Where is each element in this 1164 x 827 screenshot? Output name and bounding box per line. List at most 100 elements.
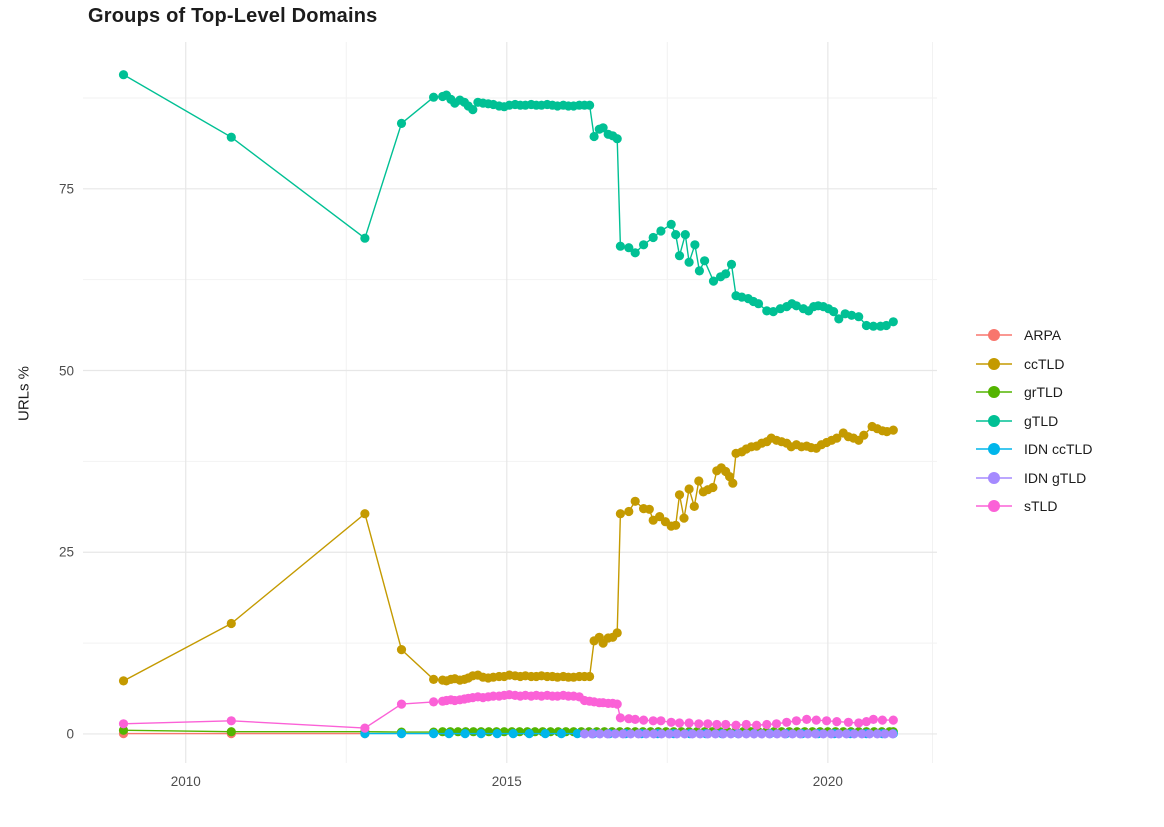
legend-label: gTLD [1024, 412, 1059, 429]
data-point-sTLD [639, 715, 649, 725]
data-point-gTLD [639, 240, 649, 250]
data-point-IDN-ccTLD [540, 729, 550, 739]
data-point-ccTLD [585, 671, 595, 682]
data-point-IDN-gTLD [633, 729, 644, 739]
data-point-IDN-gTLD [718, 729, 728, 739]
data-point-ccTLD [674, 490, 685, 500]
data-point-ccTLD [859, 430, 869, 440]
data-point-gTLD [429, 92, 439, 102]
data-point-gTLD [721, 269, 731, 279]
data-point-IDN-gTLD [826, 729, 836, 739]
legend: ARPA ccTLD grTLD gTLD IDN ccTLD IDN gTLD sTLD [976, 321, 1092, 521]
data-point-gTLD [829, 307, 839, 317]
data-point-IDN-ccTLD [429, 729, 439, 739]
legend-item-grTLD: grTLD [976, 378, 1092, 407]
data-point-gTLD [468, 105, 478, 115]
data-point-sTLD [741, 719, 751, 730]
data-point-gTLD [118, 70, 129, 80]
legend-label: ccTLD [1024, 355, 1065, 372]
data-point-IDN-gTLD [803, 729, 813, 739]
legend-label: IDN gTLD [1024, 469, 1087, 486]
data-point-sTLD [868, 714, 879, 725]
data-point-ccTLD [671, 520, 681, 530]
y-tick-label-75: 75 [58, 181, 74, 197]
data-point-sTLD [854, 718, 864, 728]
data-point-sTLD [802, 714, 812, 725]
data-point-ccTLD [429, 674, 439, 685]
data-point-IDN-ccTLD [460, 729, 470, 739]
data-point-sTLD [694, 719, 704, 729]
data-point-sTLD [666, 717, 676, 727]
data-point-ccTLD [832, 433, 842, 443]
data-point-ccTLD [360, 509, 370, 519]
data-point-IDN-gTLD [656, 729, 667, 739]
data-point-sTLD [360, 723, 370, 733]
legend-key-icon [976, 357, 1012, 371]
data-point-gTLD [847, 310, 857, 320]
x-tick-label-2010: 2010 [170, 774, 201, 789]
data-point-sTLD [782, 717, 792, 727]
data-point-IDN-gTLD [757, 729, 767, 739]
data-point-ccTLD [684, 484, 694, 494]
data-point-gTLD [612, 134, 622, 144]
legend-item-gTLD: gTLD [976, 407, 1092, 436]
legend-item-IDN-ccTLD: IDN ccTLD [976, 435, 1092, 464]
data-point-IDN-gTLD [649, 729, 659, 739]
data-point-gTLD [648, 232, 658, 243]
data-point-gTLD [589, 131, 599, 142]
data-point-gTLD [624, 243, 634, 253]
data-point-gTLD [791, 301, 802, 311]
data-point-sTLD [861, 717, 872, 727]
data-point-gTLD [630, 248, 640, 258]
data-point-IDN-gTLD [888, 729, 898, 739]
data-point-IDN-gTLD [849, 729, 859, 739]
x-tick-label-2015: 2015 [491, 774, 522, 789]
data-point-sTLD [118, 719, 129, 729]
data-point-IDN-gTLD [787, 729, 798, 739]
data-point-IDN-gTLD [595, 729, 605, 739]
data-point-sTLD [721, 719, 731, 730]
data-point-ccTLD [679, 513, 689, 523]
data-point-gTLD [360, 233, 370, 243]
data-point-ccTLD [118, 676, 129, 686]
data-point-sTLD [226, 716, 236, 726]
data-point-sTLD [843, 717, 854, 727]
data-point-IDN-gTLD [695, 729, 705, 739]
data-point-sTLD [762, 719, 772, 730]
data-point-sTLD [703, 719, 713, 729]
data-point-IDN-gTLD [811, 729, 821, 739]
data-point-sTLD [888, 715, 898, 725]
data-point-sTLD [656, 716, 666, 726]
data-point-gTLD [753, 299, 764, 309]
legend-key-icon [976, 328, 1012, 342]
legend-label: ARPA [1024, 327, 1062, 344]
data-point-IDN-gTLD [834, 729, 844, 739]
data-point-gTLD [680, 230, 690, 240]
y-tick-label-50: 50 [58, 363, 74, 379]
data-point-IDN-gTLD [672, 729, 682, 739]
legend-key-icon [976, 499, 1012, 513]
data-point-grTLD [118, 725, 129, 735]
y-tick-label-0: 0 [66, 726, 74, 742]
data-point-ccTLD [689, 501, 699, 511]
data-point-IDN-gTLD [579, 729, 590, 739]
data-point-sTLD [429, 697, 439, 707]
data-point-gTLD [694, 266, 705, 276]
data-point-sTLD [674, 718, 685, 728]
data-point-gTLD [868, 321, 879, 331]
data-point-sTLD [791, 716, 802, 726]
data-point-gTLD [768, 307, 778, 317]
data-point-sTLD [771, 719, 782, 729]
data-point-gTLD [684, 257, 694, 267]
data-point-gTLD [226, 132, 236, 142]
data-point-gTLD [708, 276, 719, 286]
data-point-IDN-gTLD [618, 729, 628, 739]
legend-label: grTLD [1024, 384, 1063, 401]
data-point-gTLD [671, 230, 681, 240]
data-point-ccTLD [615, 509, 626, 519]
data-point-ccTLD [396, 645, 407, 655]
legend-item-sTLD: sTLD [976, 492, 1092, 521]
data-point-gTLD [656, 226, 666, 236]
